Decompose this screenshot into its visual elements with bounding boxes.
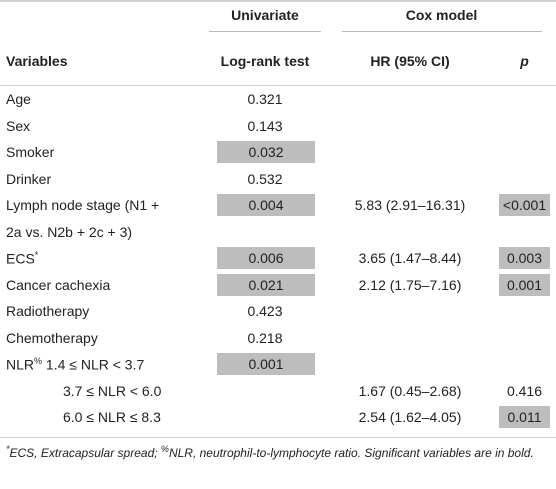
logrank-cell: 0.001	[203, 351, 327, 378]
superscript-mark: %	[34, 355, 43, 366]
table-footnote: *ECS, Extracapsular spread; %NLR, neutro…	[6, 440, 551, 463]
hr-cell: 2.54 (1.62–4.05)	[327, 404, 493, 438]
logrank-cell: 0.321	[247, 91, 283, 108]
hr-cell	[327, 166, 493, 193]
variable-cell: Smoker	[6, 144, 55, 161]
variable-cell: NLR% 1.4 ≤ NLR < 3.7	[6, 355, 145, 373]
footnote-mark: %	[160, 444, 169, 454]
hr-cell	[327, 86, 493, 113]
significant-highlight: 0.001	[499, 273, 550, 296]
hr-cell	[327, 113, 493, 140]
significant-highlight: 0.021	[217, 273, 315, 296]
table-row: Smoker 0.032	[0, 139, 556, 166]
variable-cell: Cancer cachexia	[6, 276, 111, 293]
p-cell	[493, 325, 556, 352]
table-row: 6.0 ≤ NLR ≤ 8.3 2.54 (1.62–4.05) 0.011	[0, 404, 556, 438]
variable-cell: ECS*	[6, 249, 39, 267]
p-cell: <0.001	[493, 192, 556, 219]
p-cell: 0.003	[493, 245, 556, 272]
significant-highlight: <0.001	[499, 194, 550, 217]
logrank-cell: 0.032	[203, 139, 327, 166]
logrank-cell: 0.532	[247, 170, 283, 187]
variable-cell: Drinker	[6, 170, 52, 187]
table-row: Radiotherapy 0.423	[0, 298, 556, 325]
column-header-hr: HR (95% CI)	[327, 36, 493, 86]
variable-cell: 3.7 ≤ NLR < 6.0	[63, 382, 162, 399]
hr-cell	[327, 219, 493, 246]
table-row: NLR% 1.4 ≤ NLR < 3.7 0.001	[0, 351, 556, 378]
hr-cell: 3.65 (1.47–8.44)	[358, 250, 462, 267]
group-header-univariate: Univariate	[203, 2, 327, 36]
logrank-cell: 0.006	[203, 245, 327, 272]
hr-cell	[327, 351, 493, 378]
hr-cell: 2.12 (1.75–7.16)	[358, 276, 462, 293]
hr-cell	[327, 325, 493, 352]
column-header-logrank: Log-rank test	[203, 36, 327, 86]
variable-cell: Lymph node stage (N1 +	[6, 197, 160, 214]
table-row: Age 0.321	[0, 86, 556, 113]
significant-highlight: 0.011	[499, 406, 550, 429]
table-row: Sex 0.143	[0, 113, 556, 140]
table-row: Lymph node stage (N1 + 0.004 5.83 (2.91–…	[0, 192, 556, 219]
logrank-cell: 0.218	[247, 329, 283, 346]
p-cell: 0.416	[506, 382, 543, 399]
logrank-cell: 0.423	[247, 303, 283, 320]
table-row: Drinker 0.532	[0, 166, 556, 193]
logrank-cell	[203, 404, 327, 438]
p-cell	[493, 298, 556, 325]
hr-cell	[327, 139, 493, 166]
p-cell	[493, 351, 556, 378]
p-cell: 0.001	[493, 272, 556, 299]
p-cell	[493, 113, 556, 140]
hr-cell: 1.67 (0.45–2.68)	[358, 382, 462, 399]
p-cell	[493, 166, 556, 193]
table-row: ECS* 0.006 3.65 (1.47–8.44) 0.003	[0, 245, 556, 272]
p-cell: 0.011	[493, 404, 556, 438]
logrank-cell: 0.143	[247, 117, 283, 134]
variable-cell: Age	[6, 91, 31, 108]
p-cell	[493, 86, 556, 113]
significant-highlight: 0.032	[217, 141, 315, 164]
footnote-text: NLR, neutrophil-to-lymphocyte ratio. Sig…	[168, 446, 534, 460]
logrank-cell: 0.004	[203, 192, 327, 219]
table-row: Chemotherapy 0.218	[0, 325, 556, 352]
significant-highlight: 0.003	[499, 247, 550, 270]
superscript-mark: *	[34, 249, 39, 260]
logrank-cell: 0.021	[203, 272, 327, 299]
p-cell	[493, 139, 556, 166]
table-row: Cancer cachexia 0.021 2.12 (1.75–7.16) 0…	[0, 272, 556, 299]
results-table-container: Univariate Cox model Variables Log-rank …	[0, 0, 556, 438]
p-cell	[493, 219, 556, 246]
footnote-mark: *	[6, 444, 10, 454]
group-spacer	[0, 2, 203, 36]
group-header-cox: Cox model	[327, 2, 556, 36]
column-header-p: p	[493, 36, 556, 86]
results-table: Univariate Cox model Variables Log-rank …	[0, 0, 556, 438]
table-row: 3.7 ≤ NLR < 6.0 1.67 (0.45–2.68) 0.416	[0, 378, 556, 405]
significant-highlight: 0.001	[217, 353, 315, 376]
hr-cell	[327, 298, 493, 325]
variable-cell: Radiotherapy	[6, 303, 90, 320]
footnote-text: ECS, Extracapsular spread;	[9, 446, 161, 460]
hr-cell: 5.83 (2.91–16.31)	[354, 197, 466, 214]
logrank-cell	[203, 219, 327, 246]
significant-highlight: 0.006	[217, 247, 315, 270]
variable-cell-continued: 2a vs. N2b + 2c + 3)	[6, 223, 133, 240]
variable-cell: Sex	[6, 117, 31, 134]
significant-highlight: 0.004	[217, 194, 315, 217]
variable-cell: 6.0 ≤ NLR ≤ 8.3	[0, 404, 203, 438]
column-header-variables: Variables	[0, 36, 203, 86]
logrank-cell	[203, 378, 327, 405]
variable-cell: Chemotherapy	[6, 329, 98, 346]
table-row: 2a vs. N2b + 2c + 3)	[0, 219, 556, 246]
